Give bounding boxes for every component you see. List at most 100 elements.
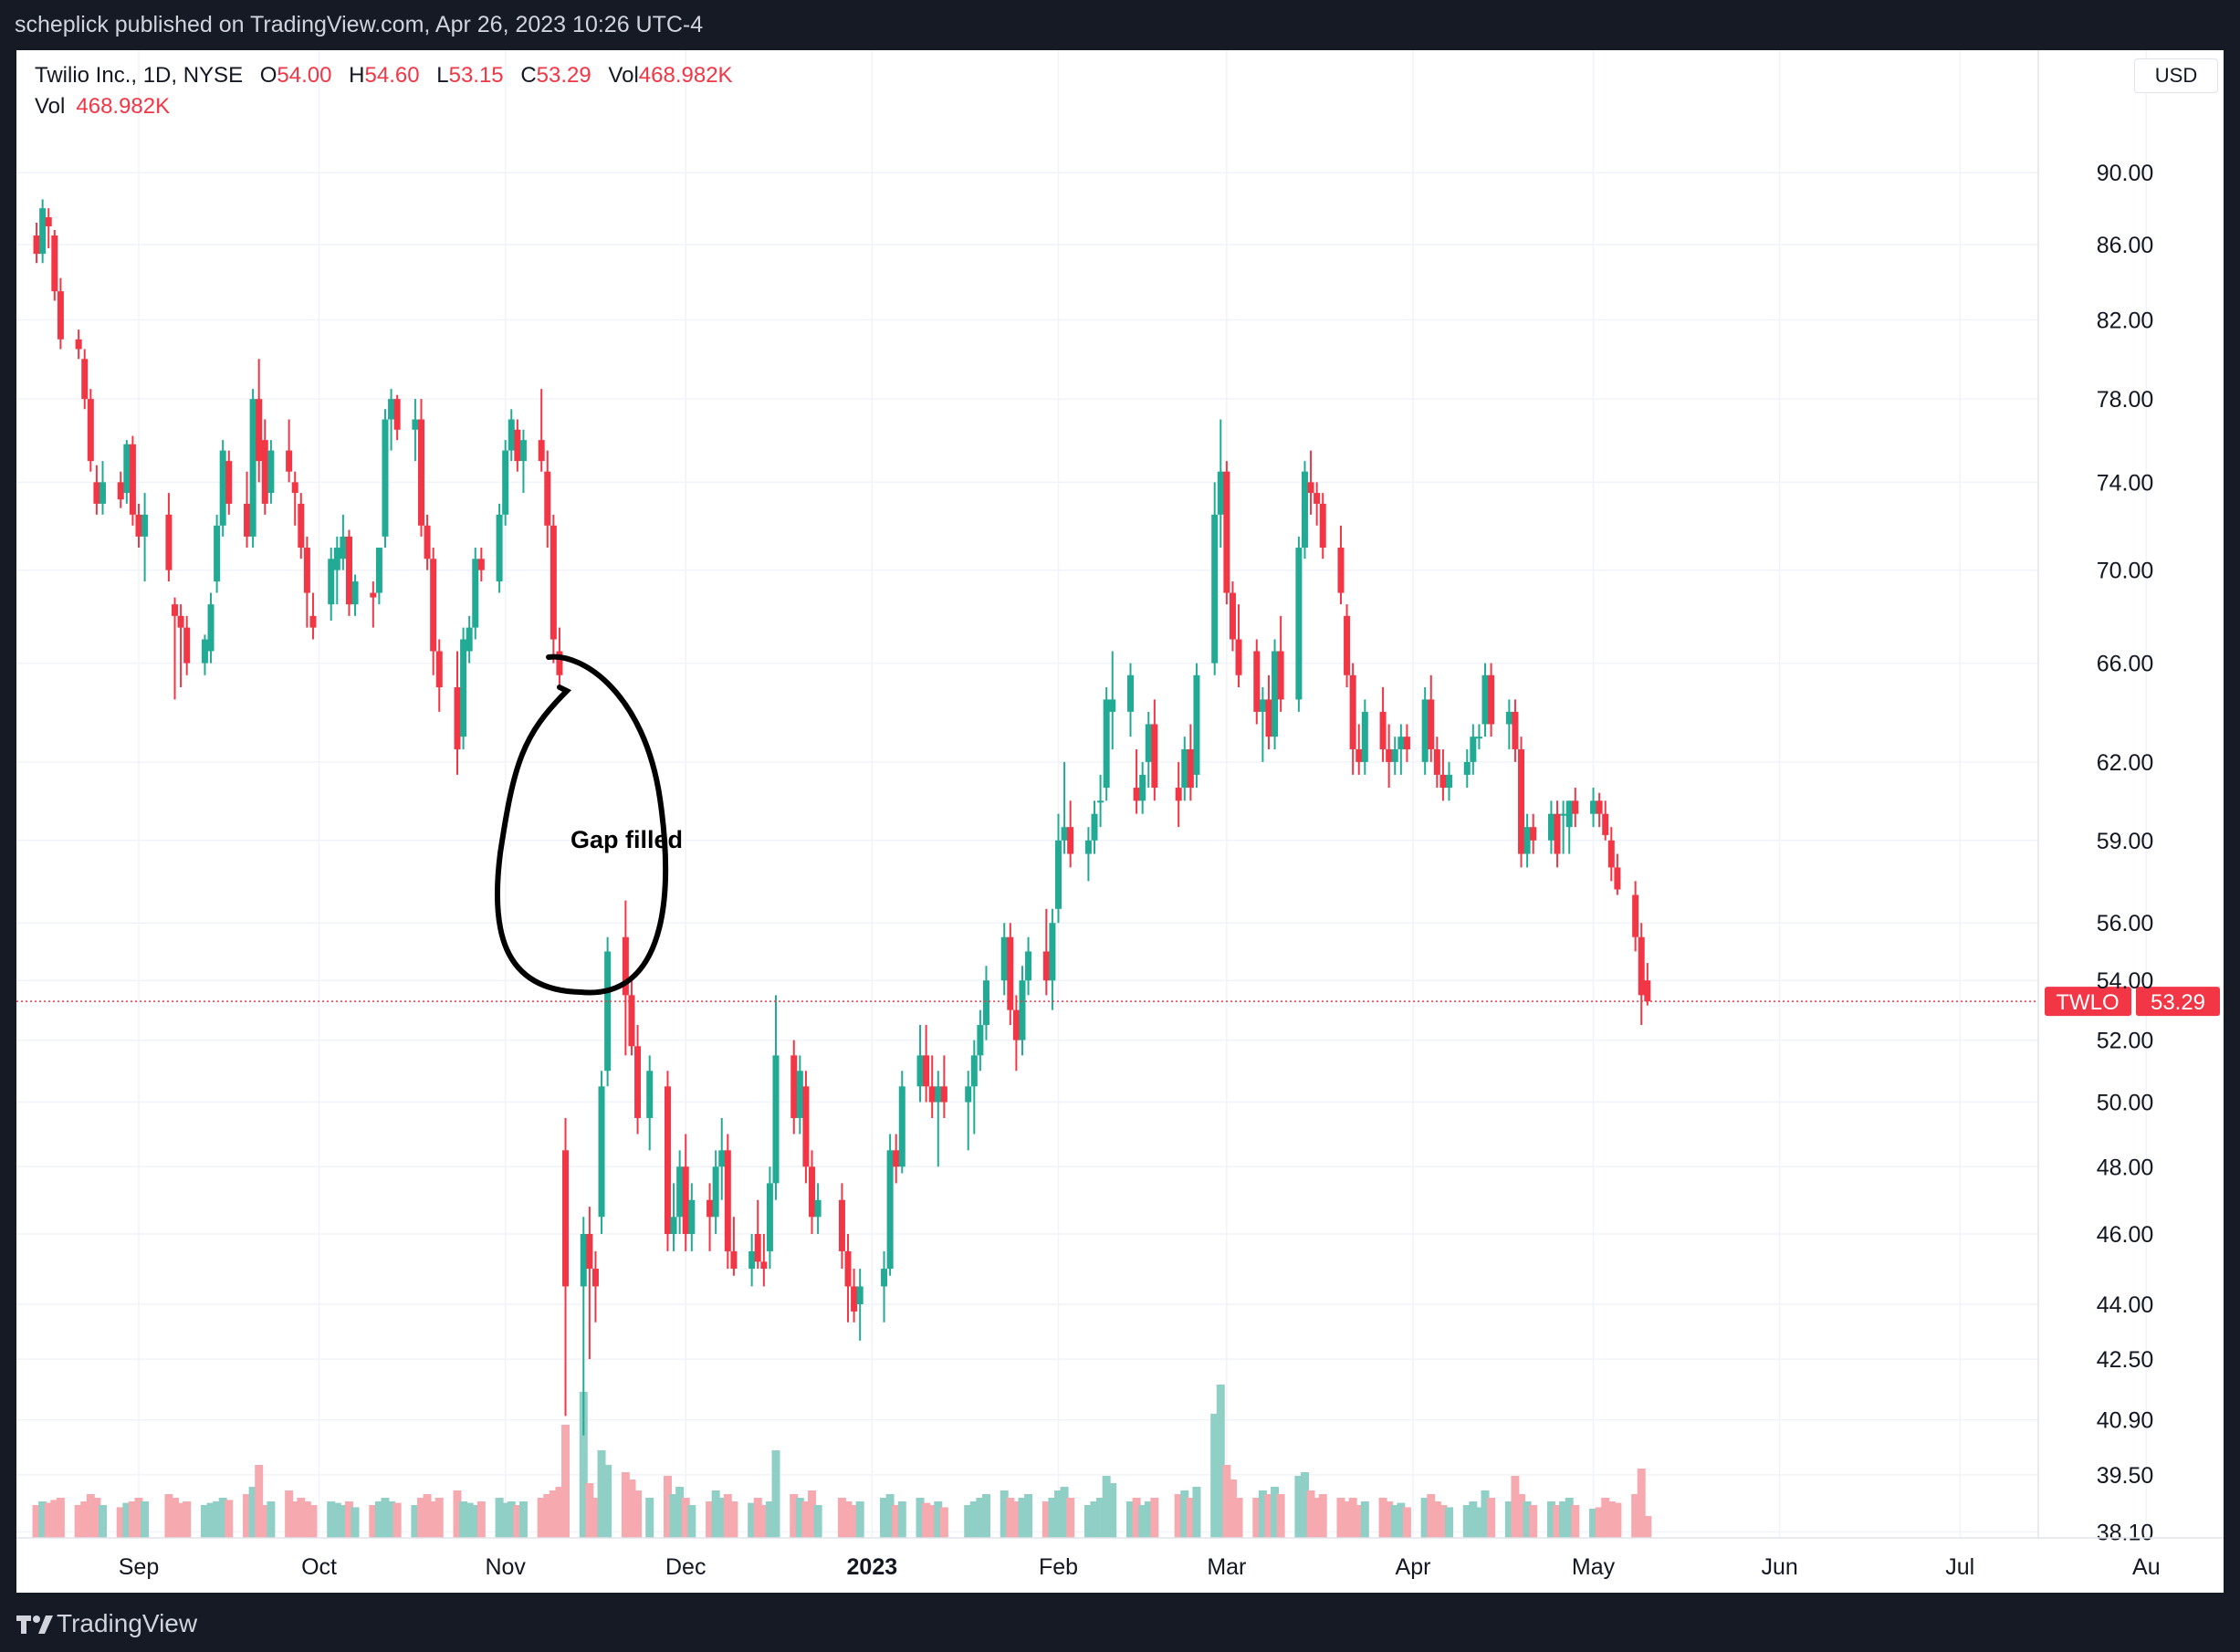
legend-high-value: 54.60	[364, 63, 420, 88]
candle	[81, 349, 89, 410]
volume-bar	[1336, 1498, 1345, 1538]
candle-body	[351, 581, 359, 605]
candle-body	[1272, 651, 1279, 737]
candle-body	[1602, 813, 1609, 835]
candle-body	[580, 1234, 587, 1287]
volume-bar	[549, 1490, 558, 1538]
candle	[1607, 827, 1615, 882]
candle-body	[45, 217, 52, 226]
candle	[165, 493, 173, 582]
volume-bar	[1511, 1476, 1520, 1538]
volume-bar	[98, 1505, 107, 1538]
legend-open-value: 54.00	[277, 63, 332, 88]
candle	[256, 359, 263, 483]
volume-bar	[1462, 1505, 1471, 1538]
candle-body	[1644, 980, 1651, 1002]
time-axis[interactable]: Sep Oct Nov Dec 2023 Feb Mar Apr May Jun Jul Au	[16, 1537, 2224, 1580]
candle-body	[1133, 788, 1140, 801]
candle	[1067, 800, 1074, 868]
volume-bar	[56, 1498, 65, 1538]
candle-body	[1356, 748, 1363, 762]
candle-body	[1193, 674, 1200, 775]
chart-panel[interactable]	[16, 50, 2224, 1593]
volume-bar	[1048, 1498, 1057, 1538]
candle	[117, 471, 124, 508]
legend-open-label: O	[259, 63, 277, 88]
volume-bar	[1234, 1498, 1243, 1538]
volume-bar	[916, 1498, 925, 1538]
time-tick-label: Jun	[1762, 1554, 1798, 1580]
time-tick-label: Dec	[665, 1554, 706, 1580]
candle	[580, 1217, 587, 1436]
currency-button[interactable]: USD	[2134, 58, 2218, 93]
candle-body	[923, 1055, 930, 1087]
candle-body	[345, 536, 352, 605]
legend-row-ohlc: Twilio Inc., 1D, NYSE O54.00 H54.60 L53.…	[35, 60, 733, 91]
volume-bar	[1601, 1498, 1610, 1538]
candle	[249, 389, 256, 549]
candle	[1145, 711, 1152, 789]
candle-body	[472, 559, 479, 628]
volume-bar	[645, 1498, 654, 1538]
volume-bar	[1264, 1494, 1273, 1538]
volume-bar	[687, 1505, 696, 1538]
candle-body	[1433, 748, 1440, 775]
symbol-legend[interactable]: Twilio Inc., 1D, NYSE O54.00 H54.60 L53.…	[35, 60, 733, 122]
volume-bar	[723, 1494, 732, 1538]
candle-body	[496, 514, 503, 582]
volume-bar	[603, 1465, 612, 1538]
candle	[1042, 908, 1050, 996]
candle-body	[1025, 951, 1032, 981]
candle	[508, 409, 515, 462]
candle	[856, 1269, 864, 1341]
candle	[898, 1071, 905, 1174]
candle-body	[1253, 651, 1261, 712]
candle-body	[538, 440, 545, 462]
candle	[844, 1234, 852, 1323]
candle	[477, 548, 485, 582]
candle	[1307, 450, 1314, 515]
candle-body	[598, 1086, 605, 1218]
volume-bar	[790, 1494, 799, 1538]
volume-bar	[206, 1502, 215, 1538]
candle	[1644, 963, 1651, 1006]
volume-bar	[1150, 1498, 1159, 1538]
candle	[790, 1040, 798, 1134]
candle-body	[141, 514, 149, 537]
candle-body	[1295, 548, 1303, 700]
candle-body	[1097, 800, 1104, 803]
candle-body	[1000, 936, 1008, 981]
candle-body	[1211, 514, 1219, 664]
legend-low-label: L	[436, 63, 449, 88]
price-tick-label: 59.00	[2097, 829, 2154, 854]
candle	[923, 1025, 930, 1103]
candle-body	[748, 1250, 756, 1270]
volume-bar	[939, 1507, 948, 1538]
candle	[796, 1055, 803, 1134]
volume-bar	[128, 1501, 137, 1538]
volume-bar	[1102, 1476, 1111, 1538]
candle	[766, 1166, 773, 1270]
volume-bar	[1186, 1498, 1195, 1538]
candle-body	[75, 339, 82, 350]
candle	[1175, 761, 1182, 828]
candle-body	[340, 536, 347, 559]
ticker-tag	[2045, 987, 2131, 1017]
volume-bar	[543, 1494, 552, 1538]
candle-body	[1175, 788, 1182, 801]
candle	[286, 419, 293, 483]
candle-body	[1614, 867, 1621, 890]
candle	[303, 536, 310, 628]
price-axis[interactable]: 90.00 86.00 82.00 78.00 74.00 70.00 66.00 62.00…	[2037, 50, 2154, 1545]
volume-bar	[1313, 1498, 1322, 1538]
candle-body	[298, 503, 305, 549]
volume-bar	[1402, 1507, 1411, 1538]
volume-bar	[1631, 1494, 1640, 1538]
candle-body	[333, 548, 340, 570]
volume-bar	[369, 1505, 378, 1538]
volume-bar	[1439, 1505, 1448, 1538]
volume-bar	[1427, 1494, 1436, 1538]
price-chart[interactable]: TWLO 53.29 90.00 86.00 82.00 78.00 74.00 70.00…	[16, 50, 2224, 1593]
volume-bar	[213, 1501, 222, 1538]
price-tick-label: 70.00	[2097, 559, 2154, 584]
